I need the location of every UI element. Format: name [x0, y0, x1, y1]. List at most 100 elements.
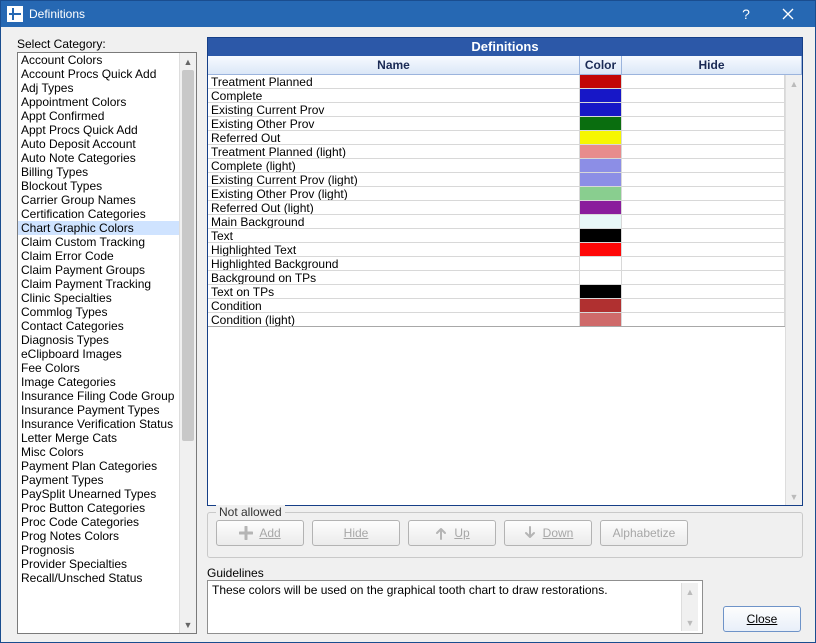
- scroll-down-icon[interactable]: ▼: [180, 616, 196, 633]
- row-name: Condition: [208, 299, 580, 312]
- category-item[interactable]: Letter Merge Cats: [18, 431, 179, 445]
- guidelines-text: These colors will be used on the graphic…: [212, 583, 681, 631]
- row-hide: [622, 159, 785, 172]
- table-row[interactable]: Existing Current Prov: [208, 103, 785, 117]
- table-row[interactable]: Referred Out (light): [208, 201, 785, 215]
- client-area: Select Category: Account ColorsAccount P…: [1, 27, 815, 643]
- table-row[interactable]: Highlighted Background: [208, 257, 785, 271]
- category-item[interactable]: Blockout Types: [18, 179, 179, 193]
- category-item[interactable]: Claim Custom Tracking: [18, 235, 179, 249]
- category-item[interactable]: Adj Types: [18, 81, 179, 95]
- category-item[interactable]: Appt Procs Quick Add: [18, 123, 179, 137]
- category-item[interactable]: Auto Note Categories: [18, 151, 179, 165]
- category-item[interactable]: Recall/Unsched Status: [18, 571, 179, 585]
- table-row[interactable]: Highlighted Text: [208, 243, 785, 257]
- category-item[interactable]: Misc Colors: [18, 445, 179, 459]
- category-item[interactable]: Commlog Types: [18, 305, 179, 319]
- down-label: Down: [543, 526, 574, 540]
- help-button[interactable]: ?: [725, 1, 767, 27]
- table-row[interactable]: Complete: [208, 89, 785, 103]
- table-row[interactable]: Existing Other Prov (light): [208, 187, 785, 201]
- row-name: Treatment Planned (light): [208, 145, 580, 158]
- category-item[interactable]: Image Categories: [18, 375, 179, 389]
- row-name: Main Background: [208, 215, 580, 228]
- category-item[interactable]: Payment Plan Categories: [18, 459, 179, 473]
- category-item[interactable]: Appointment Colors: [18, 95, 179, 109]
- table-row[interactable]: Treatment Planned: [208, 75, 785, 89]
- category-item[interactable]: Payment Types: [18, 473, 179, 487]
- category-item[interactable]: Chart Graphic Colors: [18, 221, 179, 235]
- color-swatch: [580, 243, 621, 256]
- category-item[interactable]: Prognosis: [18, 543, 179, 557]
- category-item[interactable]: Account Procs Quick Add: [18, 67, 179, 81]
- down-button[interactable]: Down: [504, 520, 592, 546]
- category-item[interactable]: Claim Payment Groups: [18, 263, 179, 277]
- category-item[interactable]: Carrier Group Names: [18, 193, 179, 207]
- category-item[interactable]: PaySplit Unearned Types: [18, 487, 179, 501]
- definitions-grid[interactable]: Definitions Name Color Hide Treatment Pl…: [207, 37, 803, 506]
- category-item[interactable]: Insurance Verification Status: [18, 417, 179, 431]
- col-header-color[interactable]: Color: [580, 56, 622, 74]
- row-name: Complete (light): [208, 159, 580, 172]
- table-row[interactable]: Condition (light): [208, 313, 785, 327]
- arrow-down-icon: [523, 526, 537, 540]
- category-scrollbar[interactable]: ▲ ▼: [179, 53, 196, 633]
- table-row[interactable]: Main Background: [208, 215, 785, 229]
- color-swatch: [580, 229, 621, 242]
- category-item[interactable]: Clinic Specialties: [18, 291, 179, 305]
- col-header-name[interactable]: Name: [208, 56, 580, 74]
- table-row[interactable]: Background on TPs: [208, 271, 785, 285]
- hide-button[interactable]: Hide: [312, 520, 400, 546]
- col-header-hide[interactable]: Hide: [622, 56, 802, 74]
- category-item[interactable]: Insurance Filing Code Group: [18, 389, 179, 403]
- category-item[interactable]: Billing Types: [18, 165, 179, 179]
- color-swatch: [580, 187, 621, 200]
- color-swatch: [580, 117, 621, 130]
- guidelines-label: Guidelines: [207, 566, 703, 580]
- category-item[interactable]: Prog Notes Colors: [18, 529, 179, 543]
- alphabetize-button[interactable]: Alphabetize: [600, 520, 688, 546]
- add-button[interactable]: Add: [216, 520, 304, 546]
- table-row[interactable]: Text on TPs: [208, 285, 785, 299]
- category-item[interactable]: Proc Code Categories: [18, 515, 179, 529]
- category-item[interactable]: Insurance Payment Types: [18, 403, 179, 417]
- row-name: Background on TPs: [208, 271, 580, 284]
- table-row[interactable]: Referred Out: [208, 131, 785, 145]
- category-item[interactable]: Auto Deposit Account: [18, 137, 179, 151]
- category-item[interactable]: Appt Confirmed: [18, 109, 179, 123]
- category-item[interactable]: Fee Colors: [18, 361, 179, 375]
- category-item[interactable]: Certification Categories: [18, 207, 179, 221]
- row-name: Existing Current Prov: [208, 103, 580, 116]
- category-list[interactable]: Account ColorsAccount Procs Quick AddAdj…: [17, 52, 197, 634]
- row-hide: [622, 215, 785, 228]
- table-row[interactable]: Complete (light): [208, 159, 785, 173]
- close-button[interactable]: Close: [723, 606, 801, 632]
- grid-scrollbar[interactable]: ▲ ▼: [785, 75, 802, 505]
- category-item[interactable]: Contact Categories: [18, 319, 179, 333]
- scroll-up-icon[interactable]: ▲: [180, 53, 196, 70]
- category-item[interactable]: Claim Error Code: [18, 249, 179, 263]
- table-row[interactable]: Treatment Planned (light): [208, 145, 785, 159]
- up-button[interactable]: Up: [408, 520, 496, 546]
- row-hide: [622, 229, 785, 242]
- category-item[interactable]: Claim Payment Tracking: [18, 277, 179, 291]
- category-item[interactable]: Provider Specialties: [18, 557, 179, 571]
- scroll-thumb[interactable]: [182, 70, 194, 441]
- category-item[interactable]: eClipboard Images: [18, 347, 179, 361]
- table-row[interactable]: Existing Current Prov (light): [208, 173, 785, 187]
- guidelines-scrollbar[interactable]: ▲ ▼: [681, 583, 698, 631]
- category-item[interactable]: Proc Button Categories: [18, 501, 179, 515]
- row-name: Existing Other Prov (light): [208, 187, 580, 200]
- category-item[interactable]: Diagnosis Types: [18, 333, 179, 347]
- close-window-button[interactable]: [767, 1, 809, 27]
- category-item[interactable]: Account Colors: [18, 53, 179, 67]
- titlebar[interactable]: Definitions ?: [1, 1, 815, 27]
- color-swatch: [580, 75, 621, 88]
- table-row[interactable]: Existing Other Prov: [208, 117, 785, 131]
- table-row[interactable]: Condition: [208, 299, 785, 313]
- row-color: [580, 103, 622, 116]
- row-color: [580, 313, 622, 326]
- row-name: Treatment Planned: [208, 75, 580, 88]
- table-row[interactable]: Text: [208, 229, 785, 243]
- row-hide: [622, 187, 785, 200]
